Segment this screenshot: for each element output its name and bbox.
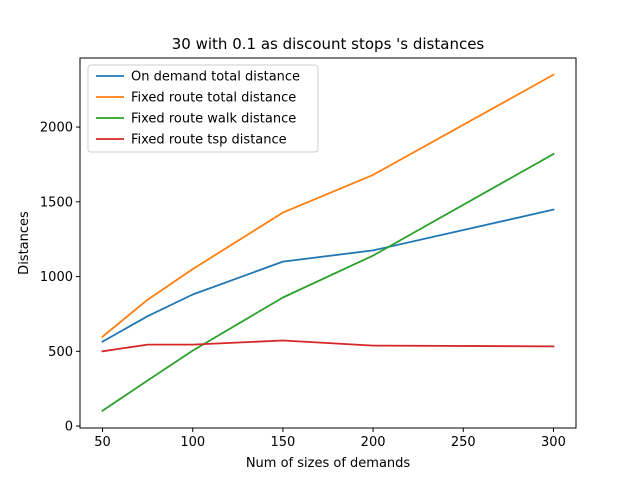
- y-tick-label: 2000: [40, 121, 73, 136]
- x-axis-label: Num of sizes of demands: [246, 456, 411, 471]
- x-tick-label: 250: [451, 435, 476, 450]
- legend-label: Fixed route total distance: [131, 91, 296, 106]
- x-tick-label: 100: [180, 435, 205, 450]
- plot-frame: [79, 57, 577, 429]
- y-tick-label: 1500: [40, 195, 73, 210]
- legend-label: On demand total distance: [131, 70, 300, 85]
- series-line-1: [101, 208, 555, 343]
- y-axis: 0 500 1000 1500 2000: [40, 121, 80, 435]
- plot-area: [101, 73, 555, 412]
- chart-title: 30 with 0.1 as discount stops 's distanc…: [172, 35, 485, 53]
- x-tick-label: 200: [361, 435, 386, 450]
- legend-label: Fixed route tsp distance: [131, 133, 287, 148]
- series-line-3: [101, 152, 555, 412]
- series-line-4: [101, 339, 555, 353]
- x-axis: 50 100 150 200 250 300: [94, 428, 566, 450]
- x-tick-label: 150: [270, 435, 295, 450]
- legend: On demand total distance Fixed route tota…: [87, 64, 319, 153]
- legend-box: [87, 64, 319, 153]
- y-axis-label: Distances: [17, 211, 32, 275]
- y-tick-label: 0: [65, 420, 73, 435]
- y-tick-label: 1000: [40, 270, 73, 285]
- x-tick-label: 300: [541, 435, 566, 450]
- series-line-2: [101, 73, 555, 338]
- x-tick-label: 50: [94, 435, 111, 450]
- legend-label: Fixed route walk distance: [131, 112, 296, 127]
- y-tick-label: 500: [48, 345, 73, 360]
